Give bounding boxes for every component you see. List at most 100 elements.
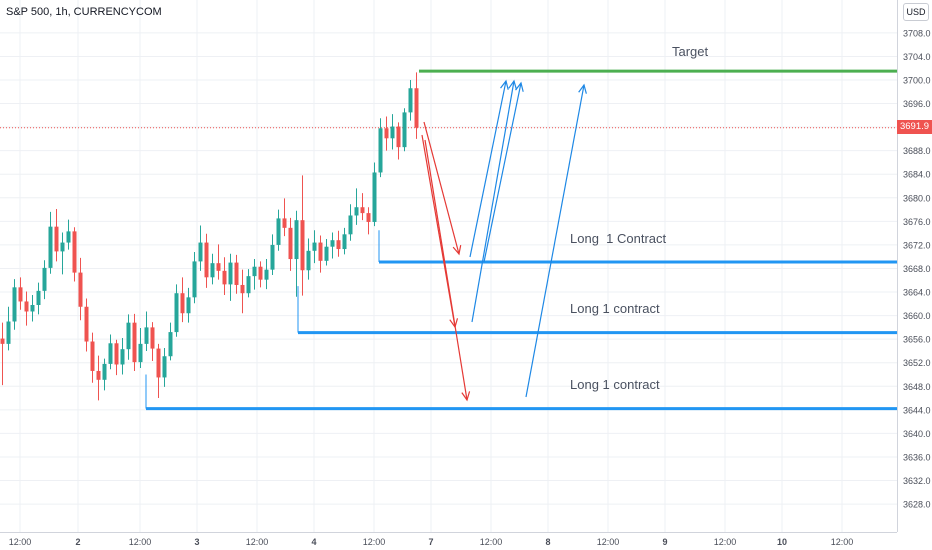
candle — [396, 122, 401, 160]
x-tick-label: 12:00 — [129, 537, 152, 547]
x-tick-label: 3 — [194, 537, 199, 547]
y-tick-label: 3636.0 — [903, 452, 931, 462]
candle — [348, 204, 353, 241]
candle-body — [24, 301, 29, 312]
candle-body — [30, 304, 35, 312]
candle-body — [12, 287, 17, 322]
candle — [342, 227, 347, 255]
candle — [42, 260, 47, 300]
currency-button[interactable]: USD — [903, 3, 929, 21]
candle — [186, 287, 191, 323]
x-tick-label: 10 — [777, 537, 787, 547]
candle — [246, 269, 251, 298]
up-arrow — [483, 81, 524, 263]
candle — [132, 313, 137, 371]
candle — [54, 208, 59, 262]
y-tick-label: 3668.0 — [903, 264, 931, 274]
y-tick-label: 3700.0 — [903, 76, 931, 86]
arrow-shaft — [423, 121, 460, 255]
candle-body — [252, 266, 257, 277]
candle-body — [120, 349, 125, 365]
candle-body — [318, 242, 323, 261]
x-tick-label: 2 — [75, 537, 80, 547]
candle-body — [306, 250, 311, 271]
candle-body — [390, 126, 395, 139]
candle-body — [234, 262, 239, 285]
candle-body — [102, 363, 107, 380]
arrow-shaft — [483, 82, 522, 263]
candle-body — [330, 240, 335, 247]
candle — [318, 235, 323, 273]
candle-body — [42, 267, 47, 291]
arrow-shaft — [424, 139, 468, 401]
x-tick-label: 12:00 — [597, 537, 620, 547]
x-tick-label: 12:00 — [9, 537, 32, 547]
candle-body — [168, 332, 173, 357]
candle-body — [228, 262, 233, 285]
candle-body — [150, 327, 155, 349]
candle — [150, 322, 155, 361]
candle-body — [354, 207, 359, 216]
candle — [378, 118, 383, 178]
candle-body — [240, 284, 245, 294]
candle — [174, 284, 179, 337]
candle — [360, 193, 365, 221]
candle — [36, 282, 41, 315]
arrow-head — [578, 83, 587, 94]
candle-body — [0, 338, 5, 344]
candle — [108, 334, 113, 370]
candle-body — [372, 172, 377, 222]
y-tick-label: 3660.0 — [903, 311, 931, 321]
arrow-shaft — [469, 80, 507, 258]
candle-body — [186, 297, 191, 314]
last-price-label: 3691.9 — [897, 120, 932, 134]
candle-body — [108, 343, 113, 364]
candle — [372, 162, 377, 227]
y-tick-label: 3704.0 — [903, 52, 931, 62]
y-tick-label: 3664.0 — [903, 288, 931, 298]
candle — [156, 343, 161, 399]
candle — [336, 230, 341, 257]
candle-body — [36, 290, 41, 305]
candle-body — [396, 126, 401, 148]
candle-body — [96, 370, 101, 380]
candle — [72, 227, 77, 282]
candle-body — [282, 218, 287, 228]
candle — [264, 259, 269, 290]
y-tick-label: 3680.0 — [903, 193, 931, 203]
arrow-head — [500, 79, 509, 90]
y-tick-label: 3632.0 — [903, 476, 931, 486]
candle-body — [72, 231, 77, 273]
candle — [300, 175, 305, 296]
candle-body — [210, 263, 215, 278]
candle-body — [204, 242, 209, 278]
candle — [222, 257, 227, 295]
candle — [306, 238, 311, 280]
candle — [96, 355, 101, 401]
up-arrow — [471, 79, 518, 323]
candle-body — [276, 218, 281, 245]
candle — [270, 234, 275, 275]
candle — [252, 259, 257, 290]
candle-body — [78, 272, 83, 307]
candle — [390, 114, 395, 150]
candle — [6, 306, 11, 351]
candle — [414, 72, 419, 139]
candle — [210, 253, 215, 285]
candle-body — [258, 266, 263, 280]
candle-body — [270, 244, 275, 270]
arrow-head — [452, 245, 462, 256]
down-arrow — [424, 139, 471, 402]
candle — [408, 80, 413, 121]
arrow-shaft — [525, 84, 585, 398]
candle-body — [54, 226, 59, 252]
candle — [366, 207, 371, 235]
x-tick-label: 12:00 — [246, 537, 269, 547]
candle — [294, 210, 299, 297]
candle-body — [156, 348, 161, 378]
y-tick-label: 3676.0 — [903, 217, 931, 227]
x-tick-label: 9 — [662, 537, 667, 547]
candle-body — [246, 276, 251, 294]
